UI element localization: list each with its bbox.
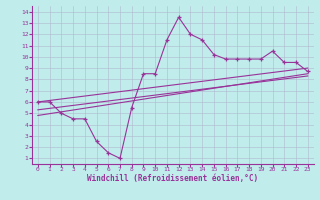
X-axis label: Windchill (Refroidissement éolien,°C): Windchill (Refroidissement éolien,°C) xyxy=(87,174,258,183)
